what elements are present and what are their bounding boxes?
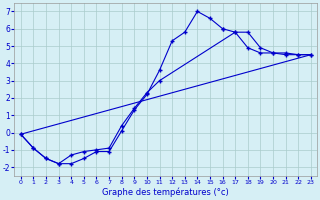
X-axis label: Graphe des températures (°c): Graphe des températures (°c) [102, 188, 229, 197]
